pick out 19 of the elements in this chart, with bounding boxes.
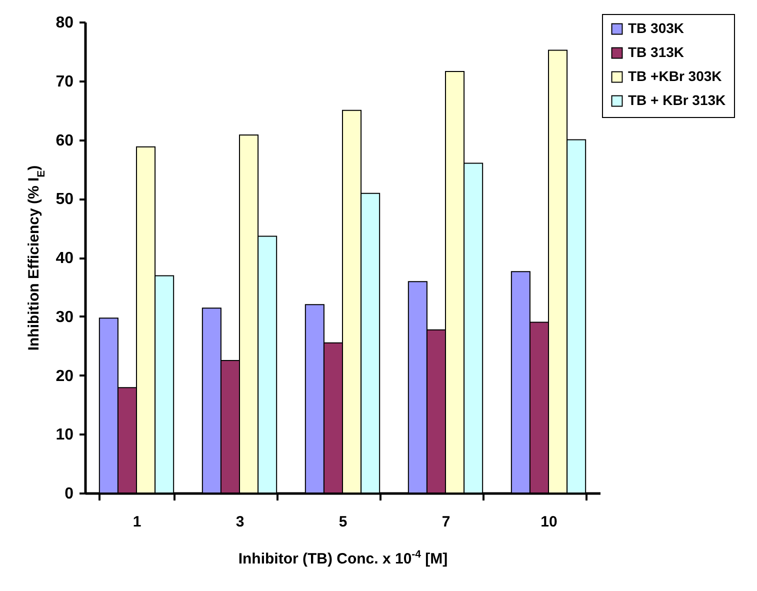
y-tick-label: 50 — [56, 191, 74, 208]
legend-label: TB 313K — [628, 44, 684, 60]
x-tick-label: 5 — [338, 514, 348, 530]
y-tick-label: 70 — [56, 73, 74, 90]
y-tick-label: 10 — [56, 426, 74, 444]
y-tick-label: 20 — [56, 368, 74, 385]
y-tick-label: 80 — [56, 14, 74, 32]
legend-label: TB +KBr 303K — [628, 68, 722, 84]
x-axis-title: Inhibitor (TB) Conc. x 10$^{-4}$ [M] — [238, 548, 448, 568]
x-tick-label: 7 — [442, 514, 450, 530]
x-tick-label: 10 — [540, 514, 558, 530]
y-tick-label: 40 — [56, 250, 74, 267]
legend-label: TB 303K — [628, 20, 684, 36]
legend-label: TB + KBr 313K — [628, 92, 726, 108]
x-tick-label: 1 — [132, 514, 142, 530]
y-tick-label: 60 — [56, 132, 74, 150]
y-tick-label: 0 — [64, 486, 74, 502]
y-tick-label: 30 — [56, 308, 74, 326]
x-tick-label: 3 — [236, 514, 244, 530]
